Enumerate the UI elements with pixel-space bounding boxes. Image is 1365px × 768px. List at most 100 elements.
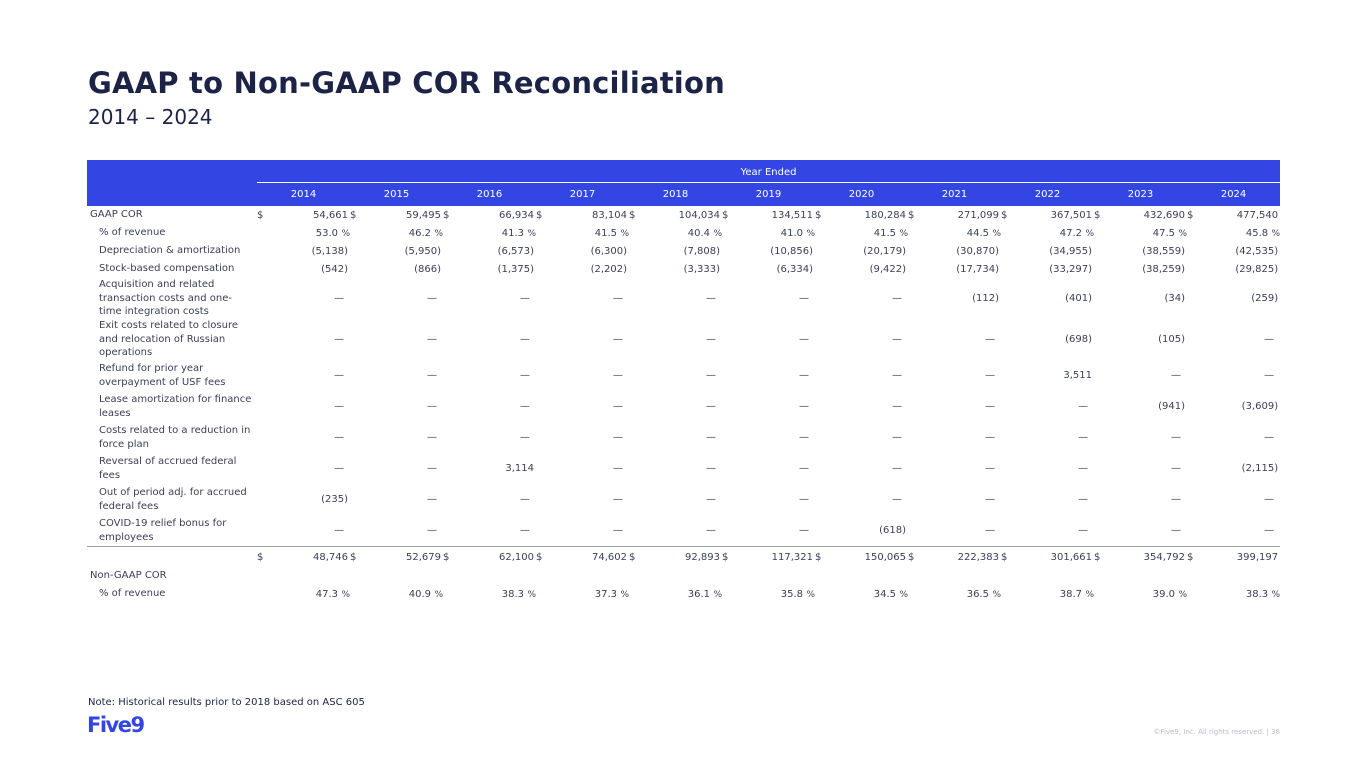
- value-cell: —: [892, 463, 902, 474]
- reconciliation-table: Year Ended 2014 2015 2016 2017 2018 2019 2020 2…: [87, 160, 1281, 603]
- adjustment-row: Out of period adj. for accrued federal f…: [87, 484, 1280, 515]
- row-label: Depreciation & amortization: [99, 245, 241, 257]
- gaap-pct-revenue-row: % of revenue 53.0% 46.2% 41.3% 41.5% 40.4% 41.…: [87, 224, 1280, 242]
- value-cell: (866): [414, 263, 441, 275]
- percent-cell: 47.5%: [1094, 224, 1187, 242]
- adjustment-row: Stock-based compensation (542) (866) (1,375…: [87, 260, 1280, 278]
- row-label: GAAP COR: [90, 209, 143, 221]
- value-cell: —: [427, 432, 437, 443]
- percent-value: 38.3: [501, 588, 524, 600]
- value-cell: —: [799, 370, 809, 381]
- value-cell: (20,179): [863, 245, 906, 257]
- percent-cell: 38.3%: [443, 585, 536, 603]
- year-header-2015: 2015: [350, 182, 443, 206]
- value-cell: (10,856): [770, 245, 813, 257]
- value-cell: (401): [1065, 293, 1092, 304]
- value-cell: 62,100: [455, 546, 536, 567]
- value-cell: —: [334, 370, 344, 381]
- value-cell: —: [799, 432, 809, 443]
- table-body: GAAP COR $54,661 $59,495 $66,934 $83,104 $104…: [87, 206, 1281, 603]
- percent-symbol: %: [713, 589, 722, 600]
- value-cell: (698): [1065, 334, 1092, 345]
- year-header-2020: 2020: [815, 182, 908, 206]
- currency-symbol: $: [257, 209, 264, 221]
- percent-cell: 34.5%: [815, 585, 908, 603]
- value-cell: —: [613, 293, 623, 304]
- five9-logo: Five9: [87, 713, 145, 737]
- value-cell: 399,197: [1199, 546, 1281, 567]
- value-cell: —: [1171, 463, 1181, 474]
- percent-symbol: %: [1085, 228, 1094, 239]
- percent-value: 41.5: [594, 227, 617, 239]
- value-cell: 432,690: [1143, 209, 1185, 221]
- value-cell: (33,297): [1049, 263, 1092, 275]
- value-cell: —: [334, 525, 344, 536]
- value-cell: 83,104: [592, 209, 627, 221]
- row-label: Refund for prior year overpayment of USF…: [99, 363, 226, 388]
- value-cell: —: [706, 525, 716, 536]
- value-cell: (38,559): [1142, 245, 1185, 257]
- currency-symbol: $: [257, 546, 269, 567]
- currency-symbol: $: [1094, 209, 1101, 221]
- value-cell: (6,300): [590, 245, 627, 257]
- adjustment-row: Costs related to a reduction in force pl…: [87, 422, 1280, 453]
- value-cell: —: [1078, 432, 1088, 443]
- percent-symbol: %: [992, 228, 1001, 239]
- value-cell: —: [613, 370, 623, 381]
- value-cell: —: [520, 401, 530, 412]
- percent-value: 37.3: [594, 588, 617, 600]
- percent-value: 39.0: [1152, 588, 1175, 600]
- value-cell: (5,950): [404, 245, 441, 257]
- value-cell: —: [799, 494, 809, 505]
- table-header: Year Ended 2014 2015 2016 2017 2018 2019 2020 2…: [87, 160, 1281, 206]
- value-cell: 59,495: [406, 209, 441, 221]
- value-cell: 134,511: [771, 209, 813, 221]
- percent-cell: 38.3%: [1187, 585, 1280, 603]
- year-header-2016: 2016: [443, 182, 536, 206]
- percent-value: 36.5: [966, 588, 989, 600]
- currency-symbol: $: [815, 546, 827, 567]
- percent-cell: 47.2%: [1001, 224, 1094, 242]
- value-cell: 3,511: [1063, 370, 1092, 381]
- copyright-footer: ©Five9, Inc. All rights reserved. | 38: [1153, 728, 1280, 736]
- percent-symbol: %: [899, 589, 908, 600]
- percent-symbol: %: [806, 228, 815, 239]
- value-cell: —: [706, 463, 716, 474]
- value-cell: 150,065: [827, 546, 908, 567]
- value-cell: (3,333): [683, 263, 720, 275]
- value-cell: (6,573): [497, 245, 534, 257]
- value-cell: —: [427, 293, 437, 304]
- adjustment-row: Refund for prior year overpayment of USF…: [87, 360, 1280, 391]
- value-cell: —: [1171, 494, 1181, 505]
- percent-symbol: %: [527, 589, 536, 600]
- value-cell: —: [334, 432, 344, 443]
- percent-symbol: %: [527, 228, 536, 239]
- value-cell: (5,138): [311, 245, 348, 257]
- value-cell: —: [985, 334, 995, 345]
- percent-value: 38.3: [1245, 588, 1269, 600]
- value-cell: 66,934: [499, 209, 534, 221]
- value-cell: —: [1078, 463, 1088, 474]
- value-cell: —: [520, 293, 530, 304]
- value-cell: (259): [1251, 293, 1279, 304]
- value-cell: —: [520, 494, 530, 505]
- value-cell: —: [706, 401, 716, 412]
- value-cell: —: [706, 293, 716, 304]
- value-cell: (1,375): [497, 263, 534, 275]
- value-cell: —: [985, 370, 995, 381]
- percent-cell: 41.5%: [536, 224, 629, 242]
- row-label: Exit costs related to closure and reloca…: [99, 320, 239, 359]
- percent-symbol: %: [806, 589, 815, 600]
- value-cell: —: [985, 463, 995, 474]
- percent-cell: 45.8%: [1187, 224, 1280, 242]
- currency-symbol: $: [1187, 209, 1194, 221]
- currency-symbol: $: [1094, 546, 1106, 567]
- percent-value: 34.5: [873, 588, 896, 600]
- percent-cell: 46.2%: [350, 224, 443, 242]
- currency-symbol: $: [443, 209, 450, 221]
- value-cell: —: [1264, 525, 1275, 536]
- value-cell: —: [520, 525, 530, 536]
- year-header-2022: 2022: [1001, 182, 1094, 206]
- value-cell: (6,334): [776, 263, 813, 275]
- value-cell: —: [799, 334, 809, 345]
